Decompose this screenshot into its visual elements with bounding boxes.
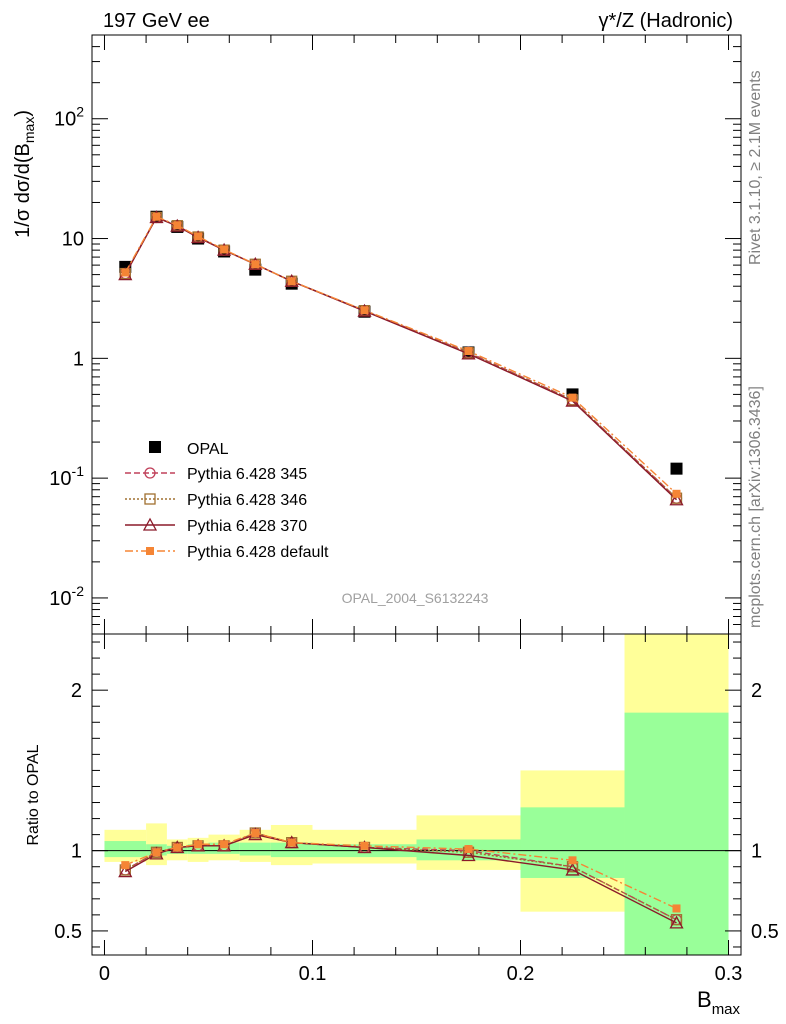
series-point-ratio: [194, 840, 203, 849]
series-point-main: [287, 277, 296, 286]
ratio-band-stat: [270, 842, 313, 858]
series-point-ratio: [672, 904, 681, 913]
legend-marker: [144, 493, 156, 505]
series-point-ratio: [251, 829, 260, 838]
ratio-band-stat: [208, 842, 240, 854]
svg-text:1/σ dσ/d(Bmax): 1/σ dσ/d(Bmax): [12, 110, 37, 238]
mcplots-label: mcplots.cern.ch [arXiv:1306.3436]: [747, 386, 764, 628]
x-tick-label: 0.2: [507, 963, 535, 985]
y-tick-label: 10-2: [49, 583, 84, 610]
series-point-main: [669, 492, 684, 506]
data-point: [119, 260, 132, 273]
ratio-frame: [91, 633, 742, 956]
y-tick-label: 102: [54, 104, 84, 131]
series-point-ratio: [565, 862, 580, 876]
series-point-main: [121, 268, 130, 277]
x-tick-label: 0.1: [299, 963, 327, 985]
legend-marker: [146, 547, 154, 555]
series-point-ratio: [152, 848, 161, 857]
series-point-main: [173, 221, 182, 230]
series-point-main: [220, 245, 229, 254]
series-point-main: [360, 306, 369, 315]
x-axis-title: Bmax: [697, 987, 741, 1018]
x-tick-label: 0.3: [715, 963, 743, 985]
process-label: γ*/Z (Hadronic): [599, 10, 733, 32]
rivet-label: Rivet 3.1.10, ≥ 2.1M events: [747, 70, 764, 265]
x-tick-label: 0: [99, 963, 110, 985]
y-tick-label: 10: [62, 229, 84, 251]
legend-label-data: OPAL: [187, 441, 229, 458]
y-tick-label: 1: [73, 348, 84, 370]
series-point-ratio: [669, 915, 684, 929]
legend-marker: [144, 467, 156, 479]
legend-label: Pythia 6.428 346: [187, 492, 307, 509]
energy-label: 197 GeV ee: [103, 10, 210, 32]
main-y-axis-title: 1/σ dσ/d(Bmax): [12, 110, 37, 238]
ratio-y-tick-label-right: 0.5: [751, 921, 779, 943]
svg-text:Bmax: Bmax: [697, 987, 741, 1018]
ratio-band-stat: [104, 841, 147, 858]
series-point-main: [152, 212, 161, 221]
legend: OPAL Pythia 6.428 345 Pythia 6.428 346 Pyth…: [125, 441, 329, 561]
series-point-ratio: [461, 848, 476, 862]
data-point: [670, 462, 683, 475]
series-point-ratio: [568, 856, 577, 865]
legend-marker: [142, 517, 158, 531]
ratio-band-stat: [187, 844, 209, 854]
series-point-main: [672, 489, 681, 498]
ratio-y-tick-label-right: 2: [751, 680, 762, 702]
ratio-y-tick-label: 1: [71, 841, 82, 863]
analysis-label: OPAL_2004_S6132243: [342, 590, 489, 606]
y-tick-label: 10-1: [49, 463, 84, 490]
ratio-y-tick-label: 2: [71, 680, 82, 702]
series-point-main: [568, 393, 577, 402]
legend-label: Pythia 6.428 370: [187, 518, 307, 535]
legend-label: Pythia 6.428 345: [187, 466, 307, 483]
series-point-main: [464, 347, 473, 356]
ratio-y-tick-label-right: 1: [751, 841, 762, 863]
series-point-ratio: [173, 843, 182, 852]
series-point-ratio: [220, 840, 229, 849]
legend-label: Pythia 6.428 default: [187, 544, 329, 561]
ratio-y-axis-title: Ratio to OPAL: [25, 744, 42, 845]
legend-marker-data: [149, 441, 161, 453]
series-point-ratio: [118, 864, 133, 878]
series-point-ratio: [121, 861, 130, 870]
main-panel: 10-2 10-1 1 10 102: [49, 34, 742, 635]
series-point-main: [194, 232, 203, 241]
series-point-ratio: [360, 841, 369, 850]
series-point-ratio: [287, 838, 296, 847]
series-point-ratio: [464, 845, 473, 854]
ratio-band-stat: [239, 842, 271, 856]
ratio-band-stat: [624, 712, 729, 955]
ratio-panel: 0 0.1 0.2 0.3 0.5 0.5 1 1 2 2: [54, 35, 779, 985]
ratio-y-tick-label: 0.5: [54, 921, 82, 943]
series-point-main: [251, 260, 260, 269]
